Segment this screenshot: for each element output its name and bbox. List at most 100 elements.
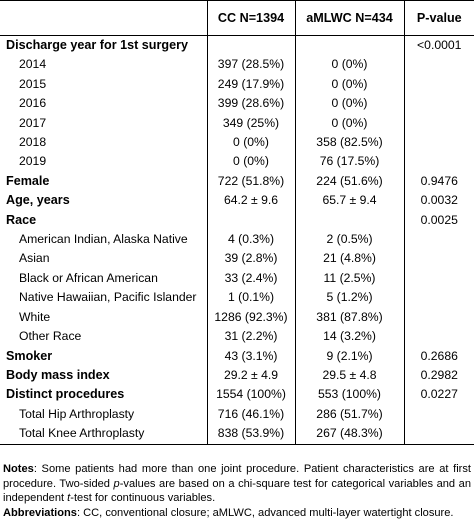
cc-value: 1554 (100%) [206,385,295,405]
table-row: Smoker 43 (3.1%) 9 (2.1%) 0.2686 [0,346,474,366]
amlwc-value: 0 (0%) [294,55,404,75]
row-label: Body mass index [6,367,110,382]
amlwc-value: 9 (2.1%) [294,346,404,366]
p-value [403,113,474,134]
p-value: 0.9476 [403,171,474,192]
amlwc-value: 286 (51.7%) [294,404,404,425]
table-row: Total Knee Arthroplasty 838 (53.9%) 267 (4… [0,424,474,445]
cc-value: 29.2 ± 4.9 [206,365,295,386]
table-row: Total Hip Arthroplasty 716 (46.1%) 286 (51… [0,404,474,425]
row-label: Total Knee Arthroplasty [0,424,207,445]
amlwc-value: 0 (0%) [294,94,404,114]
amlwc-value: 553 (100%) [294,385,404,405]
row-label: 2014 [19,57,47,72]
amlwc-value [294,210,404,231]
cc-value: 43 (3.1%) [206,346,295,366]
table-row: Discharge year for 1st surgery <0.0001 [0,35,474,56]
p-value [403,55,474,75]
table-row: Age, years 64.2 ± 9.6 65.7 ± 9.4 0.0032 [0,191,474,211]
row-label: 2016 [19,96,47,111]
cc-value: 31 (2.2%) [206,327,295,347]
cc-value: 33 (2.4%) [206,268,295,289]
cc-value: 64.2 ± 9.6 [206,191,295,211]
p-value [403,249,474,269]
p-value [403,152,474,172]
amlwc-value: 21 (4.8%) [294,249,404,269]
table-row: White 1286 (92.3%) 381 (87.8%) [0,307,474,328]
row-label: Smoker [6,348,53,363]
row-label: 2015 [19,76,47,91]
row-label: Female [6,173,50,188]
table-row: Body mass index 29.2 ± 4.9 29.5 ± 4.8 0.298… [0,365,474,386]
header-p-value: P-value [403,0,474,36]
table-row: Native Hawaiian, Pacific Islander 1 (0.1%… [0,288,474,308]
cc-value: 716 (46.1%) [206,404,295,425]
row-label: Other Race [19,329,82,344]
cc-value [206,35,295,56]
p-value [403,94,474,114]
table-row: American Indian, Alaska Native 4 (0.3%) 2 … [0,230,474,250]
table-row: 2017 349 (25%) 0 (0%) [0,113,474,134]
abbreviations-paragraph: Abbreviations: CC, conventional closure;… [3,506,471,520]
cc-value: 1286 (92.3%) [206,307,295,328]
p-value [403,133,474,153]
p-value [403,268,474,289]
cc-value: 4 (0.3%) [206,230,295,250]
row-label: Discharge year for 1st surgery [6,38,188,52]
cc-value [206,210,295,231]
table-row: 2016 399 (28.6%) 0 (0%) [0,94,474,114]
notes-label: Notes [3,463,34,475]
amlwc-value: 29.5 ± 4.8 [294,365,404,386]
amlwc-value: 0 (0%) [294,113,404,134]
cc-value: 0 (0%) [206,152,295,172]
notes-t-italic: t [67,492,71,505]
cc-value: 397 (28.5%) [206,55,295,75]
table-row: 2019 0 (0%) 76 (17.5%) [0,152,474,172]
cc-value: 249 (17.9%) [206,74,295,95]
row-label: 2018 [19,135,47,150]
table-header-row: CC N=1394 aMLWC N=434 P-value [0,0,474,36]
p-value [403,74,474,95]
notes-paragraph: Notes: Some patients had more than one j… [3,462,471,506]
table-row: Female 722 (51.8%) 224 (51.6%) 0.9476 [0,171,474,192]
amlwc-value: 2 (0.5%) [294,230,404,250]
p-value [403,404,474,425]
amlwc-value: 224 (51.6%) [294,171,404,192]
row-label: White [19,309,51,324]
amlwc-value: 5 (1.2%) [294,288,404,308]
amlwc-value: 65.7 ± 9.4 [294,191,404,211]
p-value [403,307,474,328]
abbreviations-text: : CC, conventional closure; aMLWC, advan… [76,506,454,519]
p-value [403,288,474,308]
p-value [403,327,474,347]
p-value: 0.2982 [403,365,474,386]
p-value [403,230,474,250]
header-cc: CC N=1394 [206,0,295,36]
table-row: 2014 397 (28.5%) 0 (0%) [0,55,474,75]
cc-value: 838 (53.9%) [206,424,295,445]
row-label: Age, years [6,193,70,208]
amlwc-value [294,35,404,56]
p-value: 0.0032 [403,191,474,211]
p-value: 0.0025 [403,210,474,231]
cc-value: 399 (28.6%) [206,94,295,114]
table-row: 2015 249 (17.9%) 0 (0%) [0,74,474,95]
amlwc-value: 381 (87.8%) [294,307,404,328]
row-label: Black or African American [19,270,158,285]
p-value: 0.0227 [403,385,474,405]
row-label: Total Hip Arthroplasty [19,406,135,421]
p-value: 0.2686 [403,346,474,366]
amlwc-value: 76 (17.5%) [294,152,404,172]
header-amlwc: aMLWC N=434 [294,0,404,36]
notes-text-1: : Some patients had more than one joint … [3,463,471,490]
cc-value: 39 (2.8%) [206,249,295,269]
table-row: Other Race 31 (2.2%) 14 (3.2%) [0,327,474,347]
amlwc-value: 267 (48.3%) [294,424,404,445]
amlwc-value: 14 (3.2%) [294,327,404,347]
row-label: Asian [19,251,50,266]
row-label: Race [6,212,37,227]
cc-value: 0 (0%) [206,133,295,153]
notes-text-3: -test for continuous variables. [70,492,216,505]
cc-value: 722 (51.8%) [206,171,295,192]
